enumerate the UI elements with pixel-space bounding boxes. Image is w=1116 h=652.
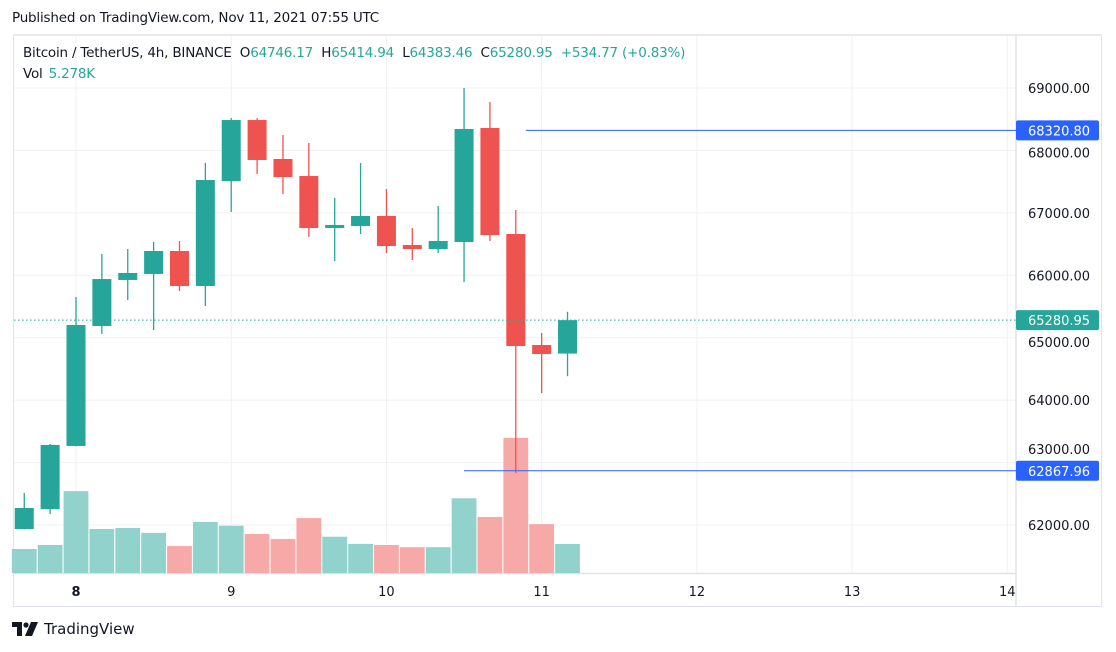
volume-bar	[37, 544, 63, 573]
change-value: +534.77 (+0.83%)	[560, 45, 686, 61]
symbol-label[interactable]: Bitcoin / TetherUS, 4h, BINANCE	[23, 45, 232, 61]
volume-bar	[374, 544, 399, 573]
candle-body	[428, 241, 448, 250]
time-tick-label: 8	[71, 585, 80, 600]
volume-label: Vol	[23, 66, 43, 82]
volume-bar	[270, 538, 296, 573]
price-label-badge	[1016, 460, 1099, 481]
volume-bar	[555, 544, 580, 573]
candle-body	[402, 245, 422, 250]
tradingview-logo-icon	[12, 622, 38, 636]
high-label: H	[321, 45, 332, 61]
chart-panel	[13, 34, 1102, 607]
volume-bar	[296, 518, 322, 573]
candle-body	[273, 158, 293, 178]
volume-bar	[477, 516, 503, 573]
time-tick-label: 9	[227, 585, 235, 600]
volume-bar	[63, 491, 89, 573]
volume-bar	[425, 547, 451, 573]
volume-bar	[529, 524, 555, 573]
close-value: 65280.95	[489, 45, 553, 61]
time-tick-label: 12	[689, 585, 706, 600]
volume-bar	[141, 532, 167, 573]
price-tick-label: 66000.00	[1028, 269, 1090, 284]
brand-name: TradingView	[44, 620, 135, 638]
candle-body	[221, 120, 241, 182]
price-label-badge	[1016, 120, 1099, 141]
volume-bar	[11, 548, 37, 573]
published-caption: Published on TradingView.com, Nov 11, 20…	[12, 10, 380, 26]
open-label: O	[239, 45, 251, 61]
candle-body	[299, 176, 319, 229]
open-value: 64746.17	[250, 45, 314, 61]
high-value: 65414.94	[331, 45, 395, 61]
volume-bar	[115, 527, 141, 573]
candle-body	[506, 234, 526, 347]
volume-value: 5.278K	[48, 66, 96, 82]
candle-body	[195, 180, 215, 287]
candle-body	[558, 320, 578, 354]
price-tick-label: 63000.00	[1028, 443, 1090, 458]
candle-body	[169, 250, 189, 287]
volume-legend: Vol 5.278K	[23, 66, 95, 82]
volume-bar	[192, 521, 218, 573]
low-value: 64383.46	[409, 45, 473, 61]
candle-body	[118, 272, 138, 280]
volume-bar	[218, 525, 244, 573]
candle-body	[40, 444, 60, 510]
candle-body	[247, 120, 267, 160]
close-label: C	[480, 45, 490, 61]
volume-bar	[244, 533, 270, 573]
time-tick-label: 14	[999, 585, 1016, 600]
volume-bar	[89, 529, 115, 573]
volume-bar	[348, 543, 373, 573]
price-label-text: 62867.96	[1028, 465, 1090, 480]
price-label-badge	[1016, 310, 1099, 331]
price-tick-label: 62000.00	[1028, 519, 1090, 534]
ohlc-legend: Bitcoin / TetherUS, 4h, BINANCE O64746.1…	[23, 45, 685, 61]
price-tick-label: 69000.00	[1028, 82, 1090, 97]
volume-bar	[451, 498, 477, 573]
candle-body	[92, 279, 112, 326]
low-label: L	[402, 45, 410, 61]
price-label-text: 68320.80	[1028, 124, 1090, 139]
candle-body	[325, 224, 345, 229]
time-tick-label: 11	[533, 585, 550, 600]
price-tick-label: 65000.00	[1028, 336, 1090, 351]
volume-bar	[399, 547, 425, 573]
candle-body	[351, 215, 371, 226]
candle-body	[480, 128, 500, 236]
price-tick-label: 67000.00	[1028, 207, 1090, 222]
candle-body	[144, 250, 164, 274]
time-tick-label: 13	[844, 585, 861, 600]
price-label-text: 65280.95	[1028, 314, 1090, 329]
time-tick-label: 10	[378, 585, 395, 600]
footer-brand[interactable]: TradingView	[12, 620, 135, 638]
price-tick-label: 68000.00	[1028, 146, 1090, 161]
price-tick-label: 64000.00	[1028, 394, 1090, 409]
candle-body	[532, 345, 552, 355]
volume-bar	[322, 536, 348, 573]
candle-body	[66, 324, 86, 446]
volume-bar	[167, 546, 192, 573]
candle-body	[14, 507, 34, 529]
candle-body	[454, 129, 474, 243]
candle-body	[376, 215, 396, 247]
